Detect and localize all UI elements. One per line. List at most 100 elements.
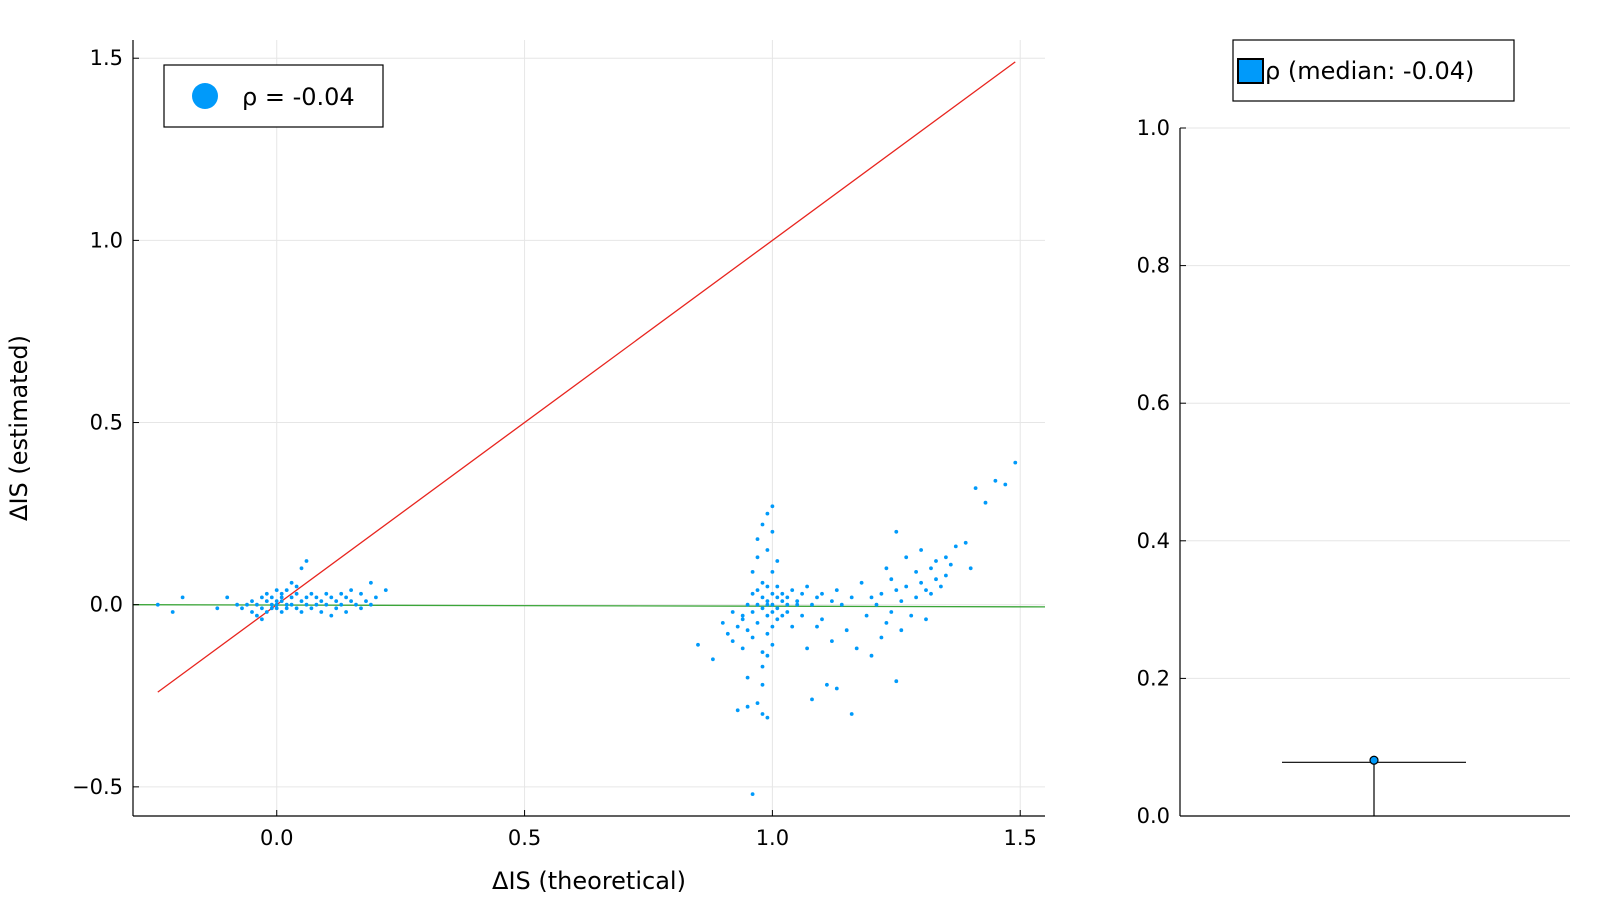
box-marks — [1282, 755, 1466, 816]
scatter-point — [834, 588, 839, 592]
scatter-point — [279, 599, 284, 603]
y-axis-label: ΔIS (estimated) — [5, 335, 33, 521]
scatter-point — [770, 570, 775, 574]
y-tick-label: 0.0 — [1137, 804, 1170, 828]
scatter-point — [294, 584, 299, 589]
scatter-point — [924, 617, 928, 622]
scatter-point — [919, 548, 923, 552]
scatter-point — [785, 595, 790, 600]
scatter-point — [770, 624, 775, 629]
scatter-legend-label: ρ = -0.04 — [242, 83, 355, 111]
scatter-point — [820, 617, 824, 622]
scatter-point — [834, 686, 839, 691]
scatter-point — [364, 599, 368, 603]
scatter-point — [344, 595, 348, 600]
scatter-point — [735, 624, 740, 629]
box-legend: ρ (median: -0.04) — [1232, 39, 1515, 102]
box-legend-box — [1232, 39, 1515, 102]
scatter-point — [284, 602, 289, 607]
scatter-point — [304, 559, 309, 563]
box-legend-label: ρ (median: -0.04) — [1265, 57, 1474, 85]
scatter-point — [825, 682, 829, 687]
scatter-point — [349, 599, 353, 603]
scatter-point — [170, 610, 175, 614]
scatter-axes — [132, 40, 1045, 817]
scatter-point — [294, 606, 299, 611]
scatter-point — [765, 631, 770, 636]
scatter-point — [299, 610, 304, 614]
scatter-point — [760, 522, 765, 527]
scatter-point — [800, 613, 804, 618]
scatter-point — [765, 602, 770, 607]
x-axis-label: ΔIS (theoretical) — [492, 867, 686, 895]
scatter-point — [260, 617, 264, 622]
scatter-point — [770, 529, 775, 534]
scatter-point — [250, 599, 254, 603]
scatter-point — [750, 635, 755, 640]
scatter-point — [770, 591, 775, 596]
identity-line — [157, 61, 1016, 693]
scatter-point — [269, 602, 274, 607]
scatter-point — [324, 602, 329, 607]
scatter-point — [973, 486, 978, 490]
x-tick-label: 1.0 — [756, 826, 789, 850]
scatter-point — [274, 606, 279, 611]
scatter-point — [274, 599, 279, 603]
scatter-point — [894, 588, 899, 592]
scatter-point — [329, 595, 334, 600]
scatter-point — [849, 712, 854, 716]
scatter-point — [745, 704, 750, 709]
scatter-point — [339, 591, 344, 596]
scatter-point — [934, 559, 938, 563]
scatter-point — [775, 584, 780, 589]
scatter-point — [919, 580, 923, 585]
scatter-point — [790, 588, 795, 592]
scatter-point — [740, 613, 745, 618]
scatter-point — [810, 697, 814, 702]
scatter-point — [815, 624, 819, 629]
scatter-point — [750, 610, 755, 614]
scatter-point — [805, 646, 809, 651]
scatter-point — [235, 602, 240, 607]
scatter-point — [255, 602, 259, 607]
scatter-point — [760, 682, 765, 687]
scatter-point — [983, 500, 988, 505]
scatter-point — [864, 613, 869, 618]
scatter-point — [780, 613, 785, 618]
scatter-point — [289, 602, 294, 607]
scatter-point — [849, 595, 854, 600]
scatter-point — [299, 566, 304, 571]
scatter-point — [795, 599, 800, 603]
scatter-point — [775, 595, 780, 600]
box-axes — [1179, 127, 1570, 817]
scatter-point — [790, 624, 795, 629]
scatter-point — [780, 599, 785, 603]
scatter-point — [354, 602, 358, 607]
y-tick-label: 0.8 — [1137, 254, 1170, 278]
scatter-point — [839, 602, 844, 607]
scatter-gridlines — [133, 40, 1045, 816]
scatter-point — [215, 606, 220, 611]
scatter-point — [750, 570, 755, 574]
scatter-point — [1013, 460, 1018, 465]
scatter-point — [879, 591, 884, 596]
scatter-point — [894, 679, 899, 684]
scatter-point — [770, 602, 775, 607]
scatter-point — [294, 591, 299, 596]
scatter-point — [755, 588, 760, 592]
scatter-point — [324, 591, 329, 596]
y-tick-label: 0.0 — [90, 593, 123, 617]
scatter-point — [934, 577, 938, 582]
scatter-point — [264, 610, 269, 614]
scatter-point — [899, 599, 904, 603]
scatter-point — [884, 566, 889, 571]
scatter-point — [369, 580, 373, 585]
scatter-point — [720, 621, 725, 625]
scatter-point — [730, 610, 735, 614]
scatter-point — [924, 588, 928, 592]
scatter-point — [944, 555, 948, 560]
x-tick-label: 0.0 — [260, 826, 293, 850]
scatter-point — [854, 646, 859, 651]
scatter-point — [745, 675, 750, 680]
scatter-point — [334, 599, 339, 603]
